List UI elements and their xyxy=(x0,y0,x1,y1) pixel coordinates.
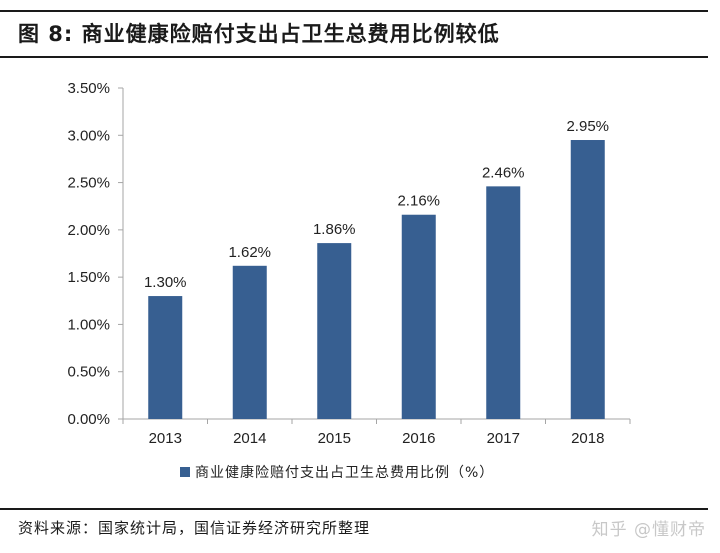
bar xyxy=(232,265,267,419)
x-tick-label: 2015 xyxy=(318,430,351,447)
y-tick-label: 1.00% xyxy=(67,316,110,333)
y-tick-label: 0.00% xyxy=(67,411,110,428)
title-top-rule xyxy=(0,10,708,12)
y-tick-label: 3.50% xyxy=(67,80,110,97)
y-tick-label: 0.50% xyxy=(67,364,110,381)
bar xyxy=(486,186,521,419)
x-tick-label: 2017 xyxy=(487,430,520,447)
figure-title: 图 8: 商业健康险赔付支出占卫生总费用比例较低 xyxy=(18,22,500,46)
x-tick-label: 2016 xyxy=(402,430,435,447)
y-tick-label: 2.50% xyxy=(67,175,110,192)
source-top-rule xyxy=(0,508,708,510)
bar-value-label: 2.95% xyxy=(566,118,609,135)
chart-legend: 商业健康险赔付支出占卫生总费用比例（%） xyxy=(180,462,494,482)
x-tick-label: 2013 xyxy=(149,430,182,447)
bar xyxy=(148,296,183,419)
bar-value-label: 1.62% xyxy=(228,244,271,261)
bar xyxy=(401,214,436,419)
bar xyxy=(570,140,605,419)
bar-value-label: 1.30% xyxy=(144,274,187,291)
y-tick-label: 3.00% xyxy=(67,127,110,144)
watermark: 知乎 @懂财帝 xyxy=(591,520,706,540)
x-tick-label: 2014 xyxy=(233,430,266,447)
legend-swatch-icon xyxy=(180,467,190,477)
legend-label: 商业健康险赔付支出占卫生总费用比例（%） xyxy=(195,465,495,481)
bar-value-label: 2.16% xyxy=(397,193,440,210)
bar-value-label: 2.46% xyxy=(482,164,525,181)
chart-canvas: 0.00% 0.50% 1.00% 1.50% 2.00% 2.50% 3.00% 3.50%… xyxy=(67,80,631,447)
bar-chart: 0.00% 0.50% 1.00% 1.50% 2.00% 2.50% 3.00% 3.50%… xyxy=(0,60,720,500)
y-tick-label: 1.50% xyxy=(67,269,110,286)
title-bottom-rule xyxy=(0,56,708,58)
x-tick-label: 2018 xyxy=(571,430,604,447)
source-note: 资料来源：国家统计局，国信证券经济研究所整理 xyxy=(18,519,371,537)
bar-value-label: 1.86% xyxy=(313,221,356,238)
bar xyxy=(317,243,352,419)
y-tick-label: 2.00% xyxy=(67,222,110,239)
